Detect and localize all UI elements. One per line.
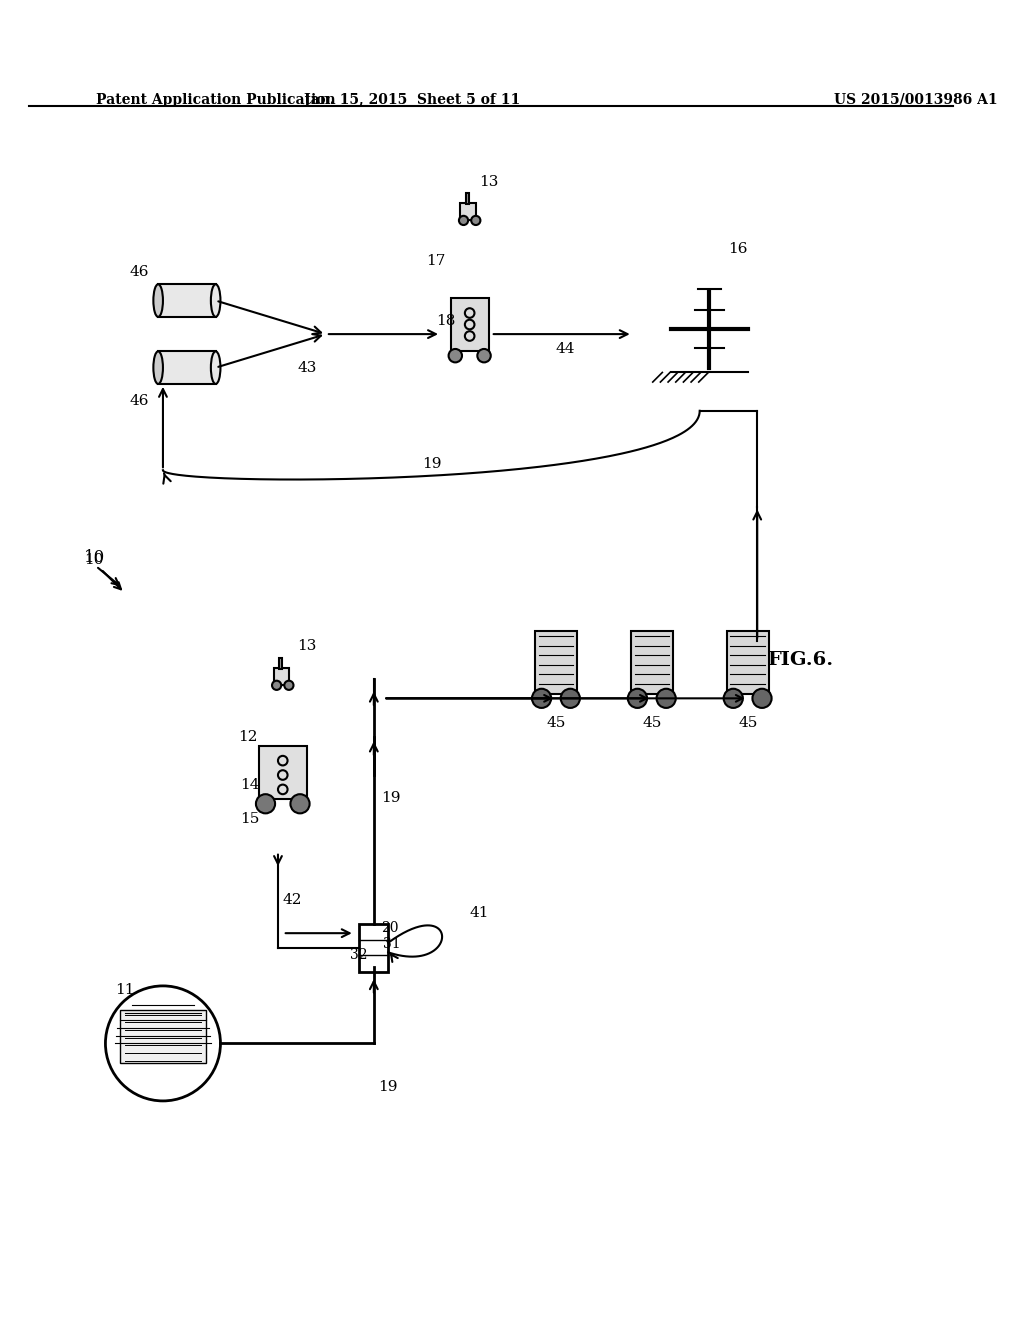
Bar (727, 631, 769, 693)
Bar (158, 351, 216, 384)
Text: 10: 10 (84, 553, 103, 568)
Circle shape (532, 689, 551, 708)
Text: US 2015/0013986 A1: US 2015/0013986 A1 (834, 92, 997, 107)
Text: 17: 17 (427, 253, 445, 268)
Circle shape (628, 689, 647, 708)
Ellipse shape (211, 284, 220, 317)
Text: 10: 10 (84, 549, 105, 566)
Text: 20: 20 (382, 921, 399, 935)
Ellipse shape (154, 284, 163, 317)
Text: 11: 11 (115, 982, 134, 997)
Circle shape (105, 986, 220, 1101)
Text: 31: 31 (383, 937, 401, 950)
Circle shape (459, 216, 468, 224)
Circle shape (724, 689, 742, 708)
Circle shape (291, 795, 309, 813)
Text: 44: 44 (556, 342, 575, 356)
Text: 19: 19 (422, 457, 441, 471)
Bar (279, 657, 282, 669)
Circle shape (656, 689, 676, 708)
Text: Jan. 15, 2015  Sheet 5 of 11: Jan. 15, 2015 Sheet 5 of 11 (304, 92, 520, 107)
Bar (359, 924, 388, 972)
Text: 43: 43 (297, 362, 316, 375)
Bar (259, 746, 307, 799)
Ellipse shape (211, 351, 220, 384)
Circle shape (753, 689, 772, 708)
Bar (158, 284, 216, 317)
Bar (451, 298, 488, 351)
Text: 12: 12 (238, 730, 257, 744)
Circle shape (449, 348, 462, 363)
Text: FIG.6.: FIG.6. (767, 651, 833, 669)
Text: 41: 41 (470, 906, 489, 920)
Bar (535, 631, 577, 693)
Circle shape (256, 795, 275, 813)
Bar (466, 193, 469, 205)
Text: 46: 46 (129, 265, 148, 279)
Text: 45: 45 (547, 715, 565, 730)
Text: 16: 16 (728, 242, 748, 256)
Bar (273, 668, 289, 685)
Text: 18: 18 (436, 314, 456, 327)
Text: 15: 15 (240, 812, 259, 826)
Text: 13: 13 (297, 639, 316, 653)
Bar (631, 631, 673, 693)
Text: 14: 14 (240, 779, 259, 792)
Bar (461, 203, 476, 219)
Ellipse shape (154, 351, 163, 384)
Text: 45: 45 (642, 715, 662, 730)
Text: 42: 42 (283, 894, 302, 907)
Circle shape (285, 681, 294, 690)
Bar (120, 1010, 206, 1063)
Text: 19: 19 (379, 1080, 398, 1094)
Text: 46: 46 (129, 395, 148, 408)
Circle shape (471, 216, 480, 224)
Circle shape (477, 348, 490, 363)
Circle shape (272, 681, 282, 690)
Circle shape (561, 689, 580, 708)
Text: 19: 19 (382, 791, 401, 805)
Text: 13: 13 (479, 174, 499, 189)
Text: 45: 45 (738, 715, 758, 730)
Text: Patent Application Publication: Patent Application Publication (96, 92, 336, 107)
Text: 32: 32 (350, 948, 368, 962)
